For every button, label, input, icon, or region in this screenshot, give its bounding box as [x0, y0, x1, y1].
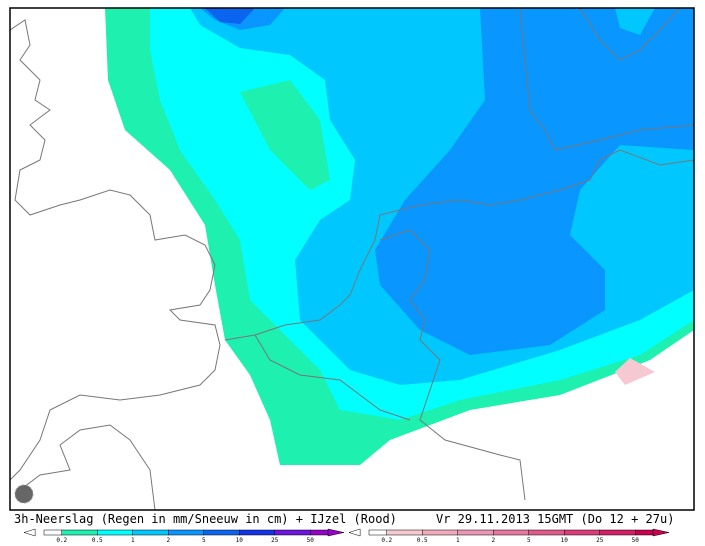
legend-label: 50 [632, 537, 640, 544]
legend-swatch [274, 529, 311, 536]
legend-swatch [97, 529, 133, 536]
legend-label: 0.5 [417, 537, 428, 544]
map-title: 3h-Neerslag (Regen in mm/Sneeuw in cm) +… [14, 512, 397, 526]
legend-arrow [23, 528, 36, 537]
legend-swatch [43, 529, 62, 536]
legend-label: 25 [271, 537, 279, 544]
legend-swatch [386, 529, 423, 536]
valid-time: Vr 29.11.2013 15GMT (Do 12 + 27u) [436, 512, 674, 526]
legend-arrow [652, 528, 670, 537]
legend-label: 10 [236, 537, 244, 544]
legend-swatch [528, 529, 565, 536]
logo [14, 484, 34, 504]
coastlines [10, 8, 694, 510]
legend-arrow [327, 528, 345, 537]
legend-swatch [457, 529, 494, 536]
legend-label: 0.2 [56, 537, 67, 544]
legend-swatch [203, 529, 240, 536]
legend-swatch [368, 529, 387, 536]
legend-label: 0.2 [381, 537, 392, 544]
legend-label: 5 [527, 537, 531, 544]
legends: 0.2 0.5 1 2 5 10 25 50 0.2 0.5 1 2 5 10 25 50 [23, 528, 670, 544]
legend-swatch [635, 529, 654, 536]
legend-swatch [61, 529, 98, 536]
legend-swatch [132, 529, 169, 536]
legend-label: 5 [202, 537, 206, 544]
legend-label: 2 [491, 537, 495, 544]
precip-map [10, 8, 694, 510]
legend-swatch [310, 529, 329, 536]
legend-swatch [599, 529, 636, 536]
legend-swatch [493, 529, 529, 536]
legend-label: 2 [166, 537, 170, 544]
legend-swatch [168, 529, 204, 536]
legend-label: 25 [596, 537, 604, 544]
legend-arrow [348, 528, 361, 537]
legend-label: 1 [456, 537, 460, 544]
legend-label: 50 [307, 537, 315, 544]
legend-label: 1 [131, 537, 135, 544]
legend-label: 10 [561, 537, 569, 544]
map-frame [9, 7, 695, 511]
legend-label: 0.5 [92, 537, 103, 544]
legend-swatch [239, 529, 275, 536]
legend-swatch [564, 529, 600, 536]
legend-swatch [422, 529, 458, 536]
